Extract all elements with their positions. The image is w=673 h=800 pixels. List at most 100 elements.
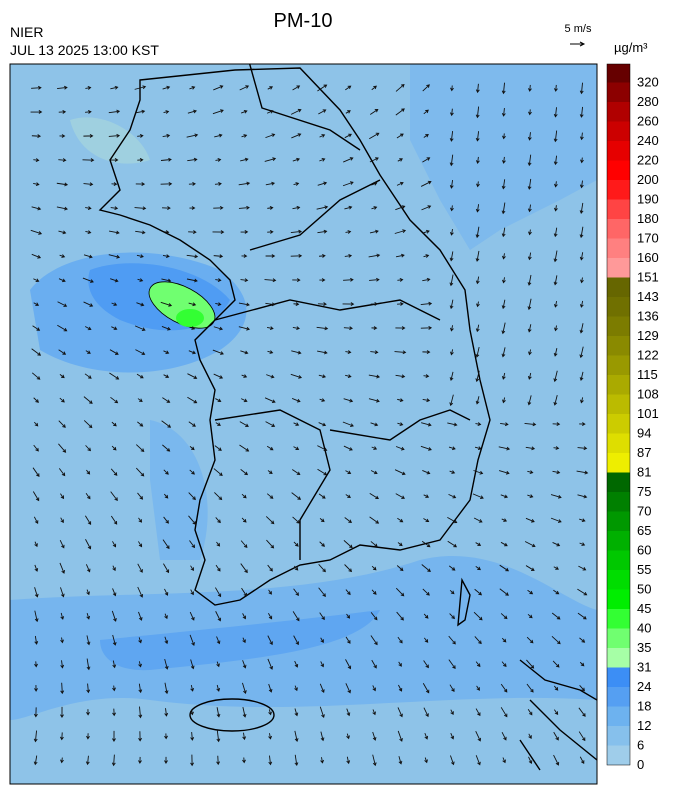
- wind-arrow: [293, 422, 300, 426]
- wind-arrow: [397, 278, 404, 282]
- wind-arrow: [215, 278, 222, 282]
- colorbar-tick-label: 170: [637, 231, 659, 246]
- wind-arrow: [161, 420, 172, 428]
- wind-arrow: [395, 84, 405, 92]
- wind-arrow: [319, 518, 325, 523]
- wind-arrow: [527, 324, 532, 333]
- wind-arrow: [215, 422, 221, 426]
- wind-arrow: [346, 756, 351, 765]
- wind-arrow: [371, 326, 378, 330]
- wind-arrow: [395, 493, 406, 499]
- wind-arrow: [112, 708, 116, 717]
- wind-arrow: [290, 229, 303, 234]
- wind-arrow: [294, 754, 299, 767]
- wind-arrow: [528, 84, 532, 92]
- wind-arrow: [239, 85, 250, 91]
- wind-arrow: [449, 274, 454, 287]
- wind-arrow: [111, 302, 118, 306]
- wind-arrow: [240, 230, 249, 234]
- wind-arrow: [59, 540, 65, 549]
- wind-arrow: [111, 182, 118, 186]
- wind-arrow: [240, 278, 249, 283]
- wind-arrow: [527, 372, 532, 380]
- wind-arrow: [187, 396, 198, 404]
- wind-arrow: [528, 733, 532, 739]
- wind-arrow: [34, 661, 38, 668]
- wind-arrow: [33, 755, 38, 766]
- wind-arrow: [576, 470, 589, 475]
- wind-arrow: [421, 564, 431, 573]
- wind-arrow: [134, 85, 147, 90]
- wind-arrow: [112, 730, 116, 742]
- wind-arrow: [421, 422, 432, 427]
- wind-arrow: [397, 636, 403, 644]
- wind-arrow: [372, 731, 377, 741]
- wind-arrow: [238, 326, 251, 331]
- colorbar-tick-label: 6: [637, 738, 644, 753]
- wind-arrow: [134, 325, 146, 331]
- wind-arrow: [111, 445, 117, 451]
- wind-arrow: [423, 494, 430, 498]
- wind-arrow: [266, 326, 274, 331]
- wind-arrow: [112, 685, 116, 692]
- wind-arrow: [216, 661, 220, 668]
- wind-arrow: [344, 517, 352, 524]
- wind-arrow: [396, 133, 404, 139]
- colorbar: 0 6 12 18 24 31 35 40 45 50 55 60 65 70 75 81 87 94 101 108…: [606, 63, 659, 772]
- wind-arrow: [475, 226, 480, 239]
- wind-arrow: [424, 732, 429, 740]
- wind-arrow: [138, 683, 143, 694]
- wind-arrow: [395, 205, 406, 211]
- wind-arrow: [265, 421, 276, 427]
- wind-arrow: [395, 108, 405, 116]
- wind-arrow: [31, 206, 42, 211]
- wind-arrow: [423, 133, 429, 138]
- wind-arrow: [319, 134, 326, 138]
- wind-arrow: [423, 613, 429, 619]
- colorbar-tick-label: 180: [637, 211, 659, 226]
- wind-arrow: [110, 468, 118, 476]
- wind-arrow: [190, 659, 195, 670]
- wind-arrow: [502, 397, 506, 404]
- wind-arrow: [85, 110, 92, 114]
- map-frame: [9, 63, 598, 785]
- wind-arrows: [30, 82, 589, 767]
- wind-arrow: [266, 374, 275, 379]
- wind-arrow: [160, 301, 173, 307]
- wind-arrow: [138, 731, 142, 742]
- wind-arrow: [137, 586, 144, 598]
- wind-arrow: [164, 613, 168, 620]
- colorbar-segment: [607, 121, 630, 141]
- wind-arrow: [161, 325, 171, 331]
- wind-arrow: [60, 682, 65, 695]
- wind-arrow: [85, 445, 92, 452]
- wind-arrow: [57, 324, 68, 332]
- colorbar-segment: [607, 316, 630, 336]
- wind-arrow: [138, 611, 143, 621]
- wind-arrow: [58, 230, 67, 235]
- wind-arrow: [450, 205, 454, 212]
- wind-arrow: [188, 230, 197, 235]
- wind-arrow: [578, 565, 587, 571]
- colorbar-tick-label: 160: [637, 250, 659, 265]
- wind-arrow: [370, 612, 378, 621]
- wind-arrow: [111, 610, 117, 622]
- wind-arrow: [110, 158, 119, 162]
- wind-arrow: [580, 157, 584, 164]
- wind-arrow: [317, 229, 328, 234]
- timestamp: JUL 13 2025 13:00 KST: [10, 42, 159, 58]
- wind-arrow: [473, 611, 483, 621]
- wind-arrow: [85, 539, 92, 550]
- wind-arrow: [528, 349, 532, 356]
- wind-arrow: [527, 494, 534, 498]
- wind-arrow: [293, 588, 299, 596]
- wind-arrow: [82, 158, 95, 163]
- wind-arrow: [190, 589, 194, 596]
- wind-arrow: [420, 301, 433, 306]
- wind-arrow: [190, 754, 194, 767]
- wind-arrow: [164, 708, 169, 717]
- wind-arrow: [110, 515, 118, 525]
- wind-arrow: [370, 350, 379, 355]
- wind-arrow: [395, 253, 405, 258]
